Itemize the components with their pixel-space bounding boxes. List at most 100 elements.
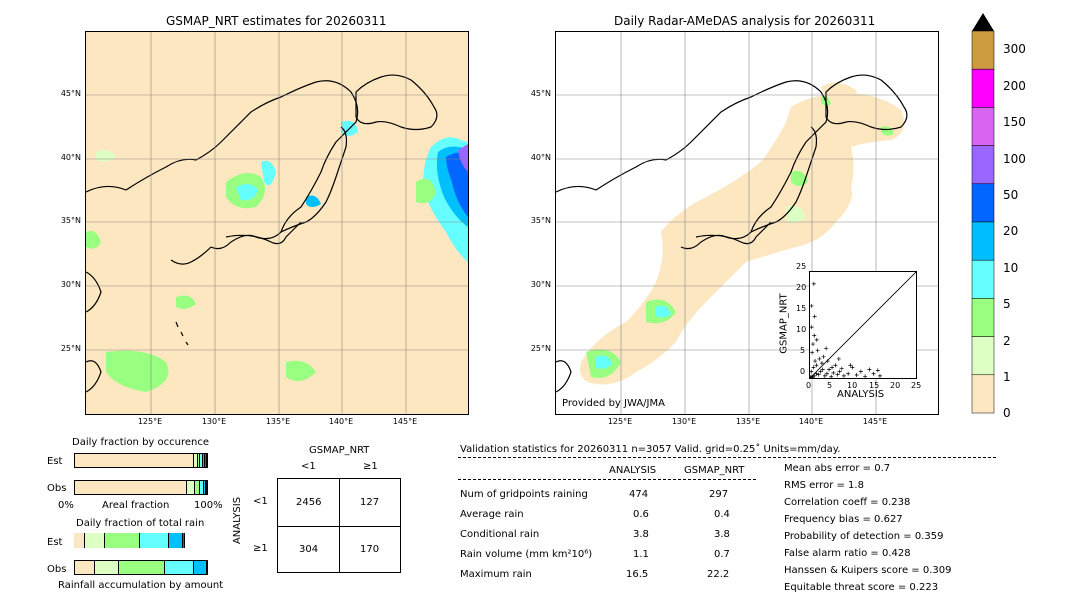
contingency-col-lt1: <1 <box>301 461 316 472</box>
scatter-point <box>817 356 822 361</box>
total-rain-footer: Rainfall accumulation by amount <box>58 580 224 591</box>
fraction-segment <box>205 454 207 467</box>
occurrence-title: Daily fraction by occurence <box>72 437 210 448</box>
total-row-obs: Obs <box>47 564 67 575</box>
fraction-segment <box>200 454 204 467</box>
occurrence-axis-mid: Areal fraction <box>102 500 170 511</box>
scatter-point <box>819 361 824 366</box>
colorbar <box>971 13 995 414</box>
stat-label-maximum: Maximum rain <box>460 569 532 580</box>
graticule <box>86 32 468 414</box>
occurrence-axis-right: 100% <box>194 500 223 511</box>
scatter-point <box>811 281 816 286</box>
right-lat-45: 45°N <box>530 89 551 98</box>
total-rain-title: Daily fraction of total rain <box>76 518 205 529</box>
scatter-point <box>810 303 814 308</box>
scatter-point <box>824 346 829 351</box>
occurrence-axis-left: 0% <box>58 500 74 511</box>
fraction-segment <box>195 481 201 494</box>
colorbar-segment <box>971 183 995 223</box>
scatter-point <box>815 348 820 353</box>
right-map: Provided by JWA/JMA <box>555 31 939 415</box>
stat-gsmap-gridpoints: 297 <box>709 489 729 500</box>
occurrence-bar-obs <box>74 480 208 495</box>
data-credit: Provided by JWA/JMA <box>562 398 665 409</box>
contingency-col-ge1: ≥1 <box>363 461 378 472</box>
fraction-segment <box>206 481 207 494</box>
scatter-point <box>854 373 859 378</box>
stat-label-volume: Rain volume (mm km²10⁶) <box>460 549 593 560</box>
scatter-point <box>814 371 819 376</box>
scatter-ylabel: GSMAP_NRT <box>778 293 790 354</box>
left-map-svg <box>86 32 468 414</box>
fraction-segment <box>164 561 194 574</box>
left-lat-45: 45°N <box>60 89 81 98</box>
stat-analysis-gridpoints: 474 <box>629 489 649 500</box>
scatter-ytick-10: 10 <box>796 325 807 334</box>
stat-gsmap-volume: 0.7 <box>714 549 730 560</box>
scatter-point <box>875 368 880 373</box>
cbar-label-150: 150 <box>1003 115 1026 129</box>
cbar-label-10: 10 <box>1003 261 1019 275</box>
stat-analysis-average: 0.6 <box>633 509 649 520</box>
coastlines <box>556 74 908 393</box>
scatter-xtick-5: 5 <box>827 381 833 390</box>
scatter-point <box>821 354 826 359</box>
colorbar-segment <box>971 298 995 337</box>
scatter-point <box>814 363 819 368</box>
scatter-point <box>812 333 817 338</box>
contingency-row-axis: ANALYSIS <box>232 496 244 545</box>
fraction-segment <box>193 561 207 574</box>
scatter-point <box>858 369 863 374</box>
cbar-label-2: 2 <box>1003 334 1011 348</box>
stat-analysis-volume: 1.1 <box>633 549 649 560</box>
scatter-point <box>810 375 813 378</box>
score-ets: Equitable threat score = 0.223 <box>784 582 939 593</box>
scatter-point <box>871 371 876 376</box>
left-lon-130: 130°E <box>201 417 227 426</box>
scatter-point <box>877 373 882 378</box>
colorbar-segment <box>971 107 995 146</box>
scatter-point <box>810 375 815 378</box>
scatter-point <box>814 337 819 342</box>
scatter-xtick-25: 25 <box>911 381 922 390</box>
right-lon-130: 130°E <box>671 417 697 426</box>
scatter-point <box>846 371 851 376</box>
fraction-segment <box>187 481 196 494</box>
right-lon-135: 135°E <box>735 417 761 426</box>
scatter-xlabel: ANALYSIS <box>837 389 885 400</box>
fraction-segment <box>197 454 201 467</box>
scatter-xtick-0: 0 <box>806 381 812 390</box>
colorbar-segment <box>971 336 995 376</box>
colorbar-segment <box>971 30 995 70</box>
scatter-point <box>824 371 829 376</box>
score-corr: Correlation coeff = 0.238 <box>784 497 911 508</box>
scatter-ytick-5: 5 <box>800 346 806 355</box>
rain-patches <box>586 96 894 378</box>
scatter-point <box>848 363 853 368</box>
contingency-table: 2456 127 304 170 <box>277 478 401 573</box>
scatter-ytick-15: 15 <box>796 304 807 313</box>
cbar-label-5: 5 <box>1003 297 1011 311</box>
scatter-point <box>810 350 815 355</box>
occurrence-row-est: Est <box>47 456 63 467</box>
right-map-title: Daily Radar-AMeDAS analysis for 20260311 <box>614 14 876 28</box>
scatter-point <box>833 363 838 368</box>
right-lon-125: 125°E <box>607 417 633 426</box>
stats-header: Validation statistics for 20260311 n=305… <box>460 444 841 455</box>
stats-col-analysis: ANALYSIS <box>609 465 657 476</box>
right-lat-25: 25°N <box>530 344 551 353</box>
scatter-point <box>830 365 835 370</box>
colorbar-extend-arrow <box>972 13 994 31</box>
left-lon-135: 135°E <box>265 417 291 426</box>
stat-gsmap-maximum: 22.2 <box>707 569 730 580</box>
fraction-segment <box>104 533 140 548</box>
fraction-segment <box>203 454 205 467</box>
scatter-point <box>818 369 823 374</box>
cbar-label-0: 0 <box>1003 406 1011 420</box>
stats-col-gsmap: GSMAP_NRT <box>684 465 745 476</box>
scatter-point <box>850 365 855 370</box>
occurrence-row-obs: Obs <box>47 483 67 494</box>
cell-false-alarm: 127 <box>360 497 380 508</box>
scatter-point <box>810 325 814 330</box>
